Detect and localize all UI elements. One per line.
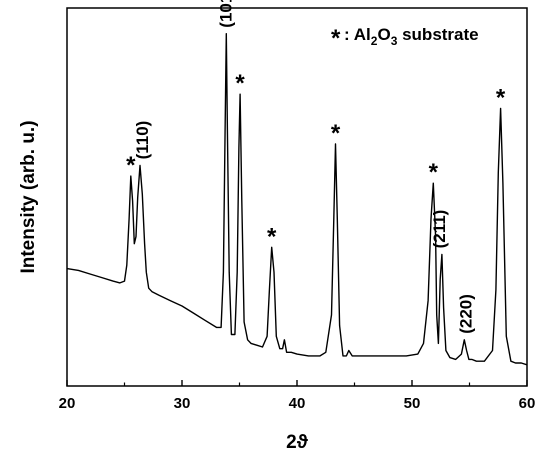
legend-text: : Al2O3 substrate <box>344 25 479 48</box>
substrate-marker: * <box>235 70 245 97</box>
x-axis-label: 2ϑ <box>286 432 309 453</box>
x-tick-label: 30 <box>174 395 191 412</box>
substrate-markers: * * * * * * <box>126 70 506 250</box>
substrate-marker: * <box>267 223 277 250</box>
legend-star: * <box>331 25 341 52</box>
legend-sub2: 3 <box>391 34 398 48</box>
x-tick-label: 60 <box>519 395 536 412</box>
legend-prefix: : Al <box>344 25 371 44</box>
x-tick-label: 20 <box>59 395 76 412</box>
x-tick-label: 40 <box>289 395 306 412</box>
legend: * : Al2O3 substrate <box>331 25 479 52</box>
peak-labels: (110) (101) (211) (220) <box>133 0 476 334</box>
peak-label: (220) <box>457 294 476 334</box>
x-tick-label: 50 <box>404 395 421 412</box>
peak-label: (110) <box>133 121 152 160</box>
substrate-marker: * <box>331 120 341 147</box>
legend-mid: O <box>377 25 390 44</box>
substrate-marker: * <box>429 159 439 186</box>
legend-sub1: 2 <box>371 34 378 48</box>
substrate-marker: * <box>496 84 506 111</box>
x-ticks: 20 30 40 50 60 <box>59 380 536 412</box>
legend-suffix: substrate <box>397 25 478 44</box>
substrate-marker: * <box>126 152 136 179</box>
peak-label: (211) <box>430 210 449 249</box>
peak-label: (101) <box>216 0 235 28</box>
y-axis-label: Intensity (arb. u.) <box>18 120 39 273</box>
xrd-pattern-line <box>66 33 528 366</box>
